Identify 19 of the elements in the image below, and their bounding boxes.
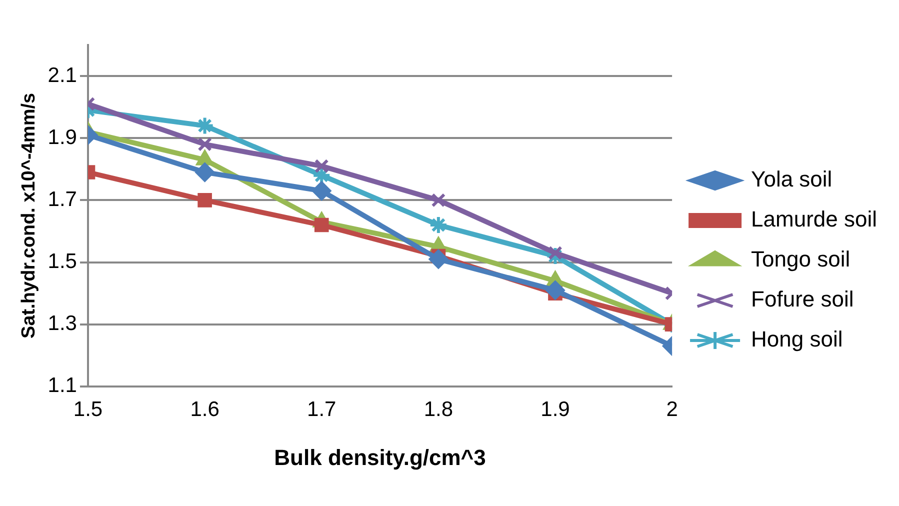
y-tick-label: 1.9 <box>48 126 77 149</box>
x-tick-label: 1.8 <box>424 398 454 421</box>
y-tick-label: 1.3 <box>48 312 77 336</box>
y-tick-label: 1.5 <box>48 250 77 274</box>
y-tick-label: 1.1 <box>48 374 77 398</box>
legend-label: Fofure soil <box>751 286 854 312</box>
x-tick-label: 1.7 <box>307 398 336 421</box>
x-tick-label: 1.9 <box>540 398 570 421</box>
x-tick-label: 1.5 <box>73 398 103 421</box>
x-tick-label: 2 <box>666 398 678 421</box>
y-axis-title: Sat.hydr.cond. x10^-4mm/s <box>18 92 40 338</box>
x-axis-title: Bulk density.g/cm^3 <box>274 444 486 470</box>
y-tick-label: 2.1 <box>48 64 77 87</box>
legend-label: Tongo soil <box>751 246 850 272</box>
x-tick-label: 1.6 <box>190 398 220 421</box>
legend-label: Lamurde soil <box>751 206 877 232</box>
y-tick-label: 1.7 <box>48 188 77 211</box>
legend-label: Yola soil <box>751 166 832 192</box>
legend-label: Hong soil <box>751 326 843 352</box>
